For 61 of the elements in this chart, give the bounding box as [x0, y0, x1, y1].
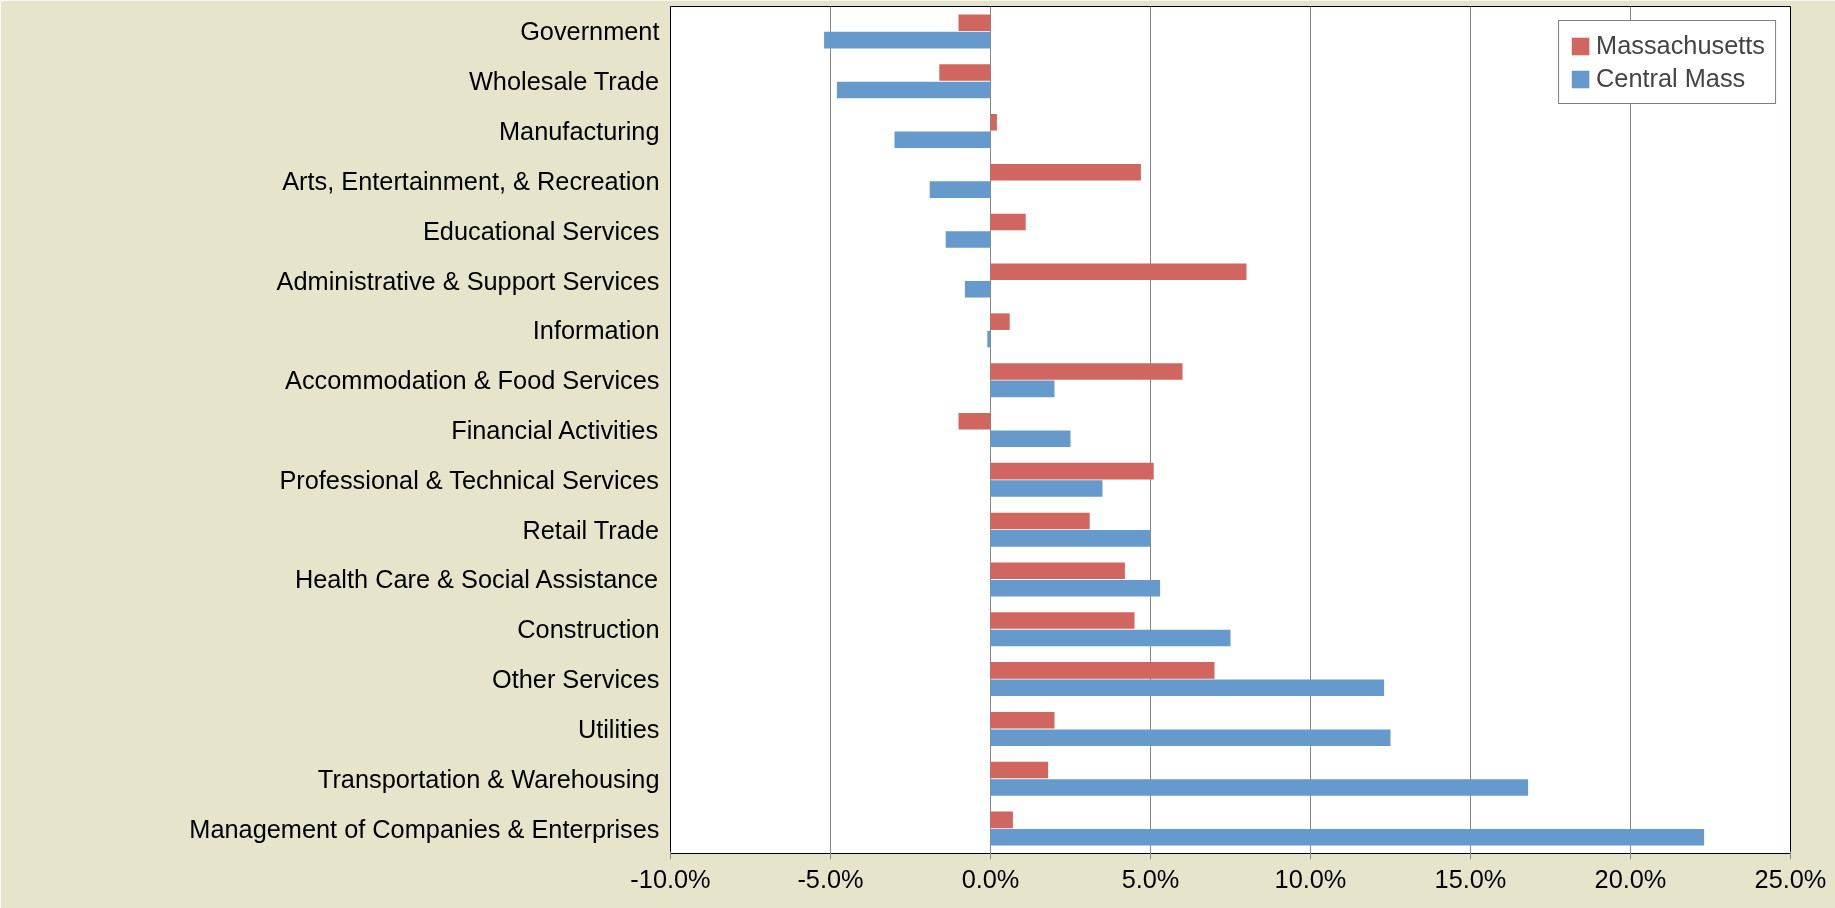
- bar: [990, 480, 1103, 497]
- x-tick-label: 25.0%: [1754, 864, 1827, 893]
- bar: [894, 131, 991, 149]
- bar: [929, 181, 991, 198]
- y-tick-label: Government: [520, 17, 660, 46]
- bar: [964, 280, 991, 298]
- y-tick-label: Financial Activities: [451, 416, 659, 444]
- bar: [990, 779, 1529, 796]
- y-tick-label: Retail Trade: [522, 515, 660, 544]
- bar: [990, 530, 1151, 547]
- bar: [990, 462, 1154, 480]
- bar: [990, 729, 1391, 746]
- bar: [939, 64, 991, 81]
- x-tick-label: 5.0%: [1121, 864, 1180, 893]
- y-tick-label: Health Care & Social Assistance: [294, 565, 659, 594]
- x-tick-label: 20.0%: [1594, 864, 1667, 893]
- legend-label: Massachusetts: [1596, 31, 1765, 60]
- y-tick-label: Educational Services: [422, 216, 660, 245]
- y-tick-label: Administrative & Support Services: [276, 266, 660, 295]
- y-tick-label: Transportation & Warehousing: [317, 764, 660, 793]
- bar: [945, 231, 991, 248]
- bar: [824, 31, 991, 49]
- x-tick-label: 0.0%: [961, 864, 1020, 893]
- bar: [958, 14, 991, 31]
- bar: [990, 213, 1026, 231]
- bar: [990, 363, 1183, 380]
- bar: [990, 512, 1090, 530]
- bar: [990, 811, 1013, 829]
- y-tick-label: Professional & Technical Services: [279, 465, 660, 494]
- bar: [990, 612, 1135, 629]
- bar: [990, 679, 1385, 697]
- bar: [990, 711, 1055, 729]
- y-tick-label: Management of Companies & Enterprises: [189, 814, 660, 843]
- bar: [990, 114, 997, 131]
- bar: [990, 629, 1231, 647]
- y-tick-label: Other Services: [492, 665, 660, 694]
- bar: [990, 380, 1055, 398]
- bar: [990, 562, 1125, 580]
- bar: [987, 330, 991, 348]
- y-tick-label: Arts, Entertainment, & Recreation: [282, 166, 660, 195]
- bar: [836, 81, 991, 99]
- y-tick-label: Accommodation & Food Services: [285, 366, 660, 395]
- bar: [990, 163, 1141, 181]
- bar: [990, 313, 1010, 330]
- x-tick-label: 15.0%: [1434, 864, 1507, 893]
- bar: [990, 430, 1071, 447]
- x-tick-label: 10.0%: [1274, 864, 1347, 893]
- y-tick-label: Utilities: [577, 714, 660, 743]
- bar: [990, 263, 1247, 281]
- bar: [990, 662, 1215, 679]
- bar: [990, 579, 1161, 597]
- legend-label: Central Mass: [1596, 64, 1746, 93]
- x-tick-label: -10.0%: [630, 864, 711, 893]
- y-tick-label: Information: [532, 316, 660, 345]
- y-tick-label: Construction: [517, 615, 660, 644]
- bar: [958, 413, 991, 430]
- bar: [990, 761, 1049, 779]
- y-tick-label: Wholesale Trade: [468, 67, 660, 96]
- bar: [990, 829, 1705, 846]
- y-tick-label: Manufacturing: [499, 117, 660, 146]
- x-tick-label: -5.0%: [797, 864, 864, 893]
